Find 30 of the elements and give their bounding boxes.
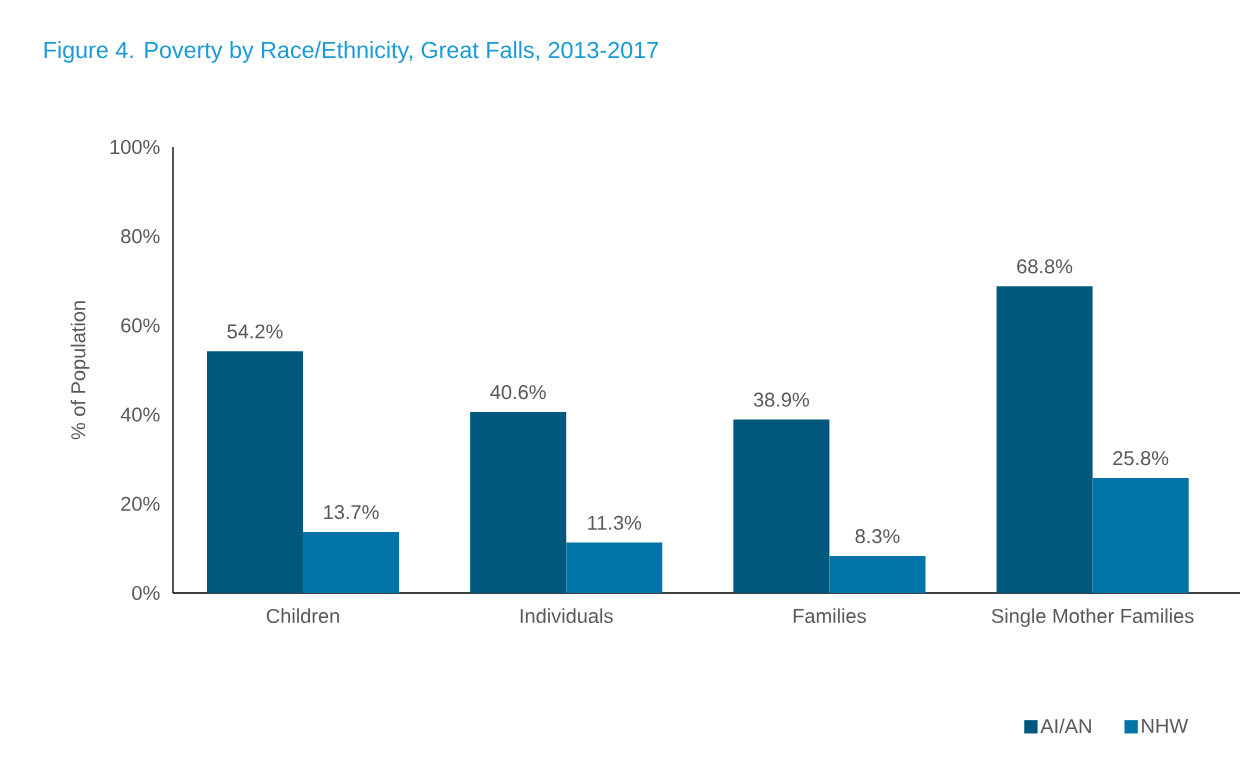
data-label: 40.6% (490, 385, 546, 400)
data-label: 8.3% (855, 529, 900, 544)
x-tick-label: Children (266, 608, 339, 624)
y-tick-label: 40% (120, 407, 160, 422)
y-tick-label: 0% (132, 585, 160, 601)
bar (566, 542, 663, 593)
data-label: 11.3% (588, 515, 642, 530)
bar (1092, 477, 1189, 593)
x-tick-label: Single Mother Families (991, 608, 1194, 627)
x-tick-label: Individuals (520, 608, 613, 624)
data-label: 68.8% (1017, 259, 1073, 274)
chart-title: Figure 4. Poverty by Race/Ethnicity, Great Falls, 2013-2017 (44, 41, 658, 63)
bar (206, 351, 304, 593)
data-label: 25.8% (1113, 451, 1169, 466)
data-label: 54.2% (227, 324, 283, 339)
x-tick-label: Families (793, 608, 866, 624)
legend-label: NHW (1142, 718, 1189, 733)
bar (303, 531, 400, 593)
bar (829, 555, 926, 593)
y-tick-label: 60% (121, 318, 160, 333)
y-tick-label: 20% (121, 496, 160, 511)
bar (996, 286, 1093, 593)
y-axis-title: % of Population (70, 301, 90, 440)
y-tick-label: 80% (121, 229, 160, 244)
bar (470, 411, 567, 593)
y-tick-label: 100% (110, 139, 160, 155)
data-label: 13.7% (324, 505, 379, 520)
data-label: 38.9% (753, 392, 810, 407)
bar (733, 419, 830, 593)
legend-label: AI/AN (1040, 718, 1091, 734)
